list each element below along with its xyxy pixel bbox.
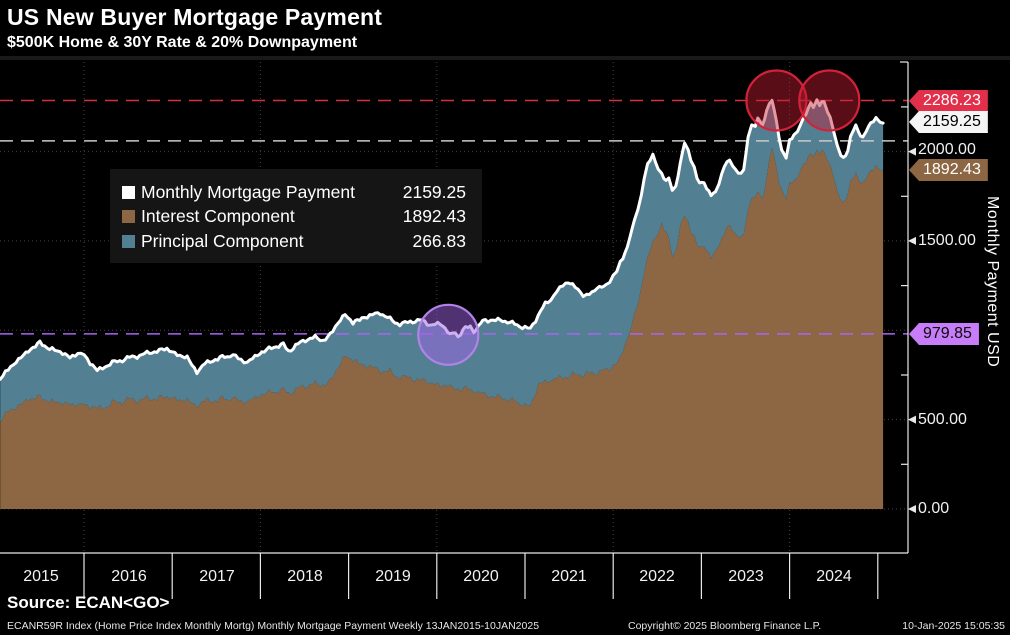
chart-legend: Monthly Mortgage Payment 2159.25 Interes… [110,169,482,263]
interest-component-area [0,147,884,510]
legend-value: 1892.43 [402,206,466,227]
x-tick-2017: 2017 [199,568,235,585]
footer-ticker-info: ECANR59R Index (Home Price Index Monthly… [7,620,540,632]
y-axis-badge-purple-level: 979.85 [909,323,979,345]
legend-label: Principal Component [141,230,304,251]
y-axis-badge-interest: 1892.43 [909,159,988,181]
chart-subtitle: $500K Home & 30Y Rate & 20% Downpayment [7,34,358,51]
y-tick-label-0: 0.00 [918,500,950,517]
principal-component-area [0,99,884,423]
annotation-circle [417,303,480,366]
x-tick-2019: 2019 [375,568,411,585]
y-axis-arrow-tick [908,505,916,513]
legend-item-interest: Interest Component 1892.43 [122,205,482,230]
y-axis-arrow-tick [908,236,916,245]
legend-value: 2159.25 [402,181,466,202]
legend-swatch-total [122,185,135,199]
source-line: Source: ECAN<GO> [7,593,170,612]
y-axis-badge-alert-high: 2286.23 [909,90,988,112]
y-axis-badge-last-value: 2159.25 [909,111,988,133]
x-tick-2020: 2020 [463,568,499,585]
legend-item-principal: Principal Component 266.83 [122,229,482,254]
x-tick-2022: 2022 [639,568,675,585]
x-tick-2016: 2016 [111,568,147,585]
legend-swatch-interest [122,210,135,224]
x-tick-2024: 2024 [816,568,852,585]
legend-item-total: Monthly Mortgage Payment 2159.25 [122,180,482,205]
annotation-circle [798,69,861,132]
y-axis-title: Monthly Payment USD [984,196,1001,368]
y-tick-label-1500: 1500.00 [918,232,976,249]
footer-timestamp: 10-Jan-2025 15:05:35 [902,620,1005,632]
legend-value: 266.83 [412,230,466,251]
legend-swatch-principal [122,234,135,248]
x-tick-2018: 2018 [287,568,323,585]
y-tick-label-2000: 2000.00 [918,141,976,158]
y-axis-arrow-tick [908,147,916,156]
legend-label: Monthly Mortgage Payment [141,181,355,202]
legend-label: Interest Component [141,206,295,227]
x-tick-2015: 2015 [23,568,59,585]
annotation-circle [745,69,808,132]
footer-copyright: Copyright© 2025 Bloomberg Finance L.P. [628,620,822,632]
chart-title: US New Buyer Mortgage Payment [7,4,383,30]
footer-bar: ECANR59R Index (Home Price Index Monthly… [0,618,1010,634]
x-tick-2023: 2023 [728,568,764,585]
title-separator [0,56,1010,60]
y-tick-label-500: 500.00 [918,411,967,428]
y-axis-arrow-tick [908,415,916,424]
x-tick-2021: 2021 [551,568,587,585]
